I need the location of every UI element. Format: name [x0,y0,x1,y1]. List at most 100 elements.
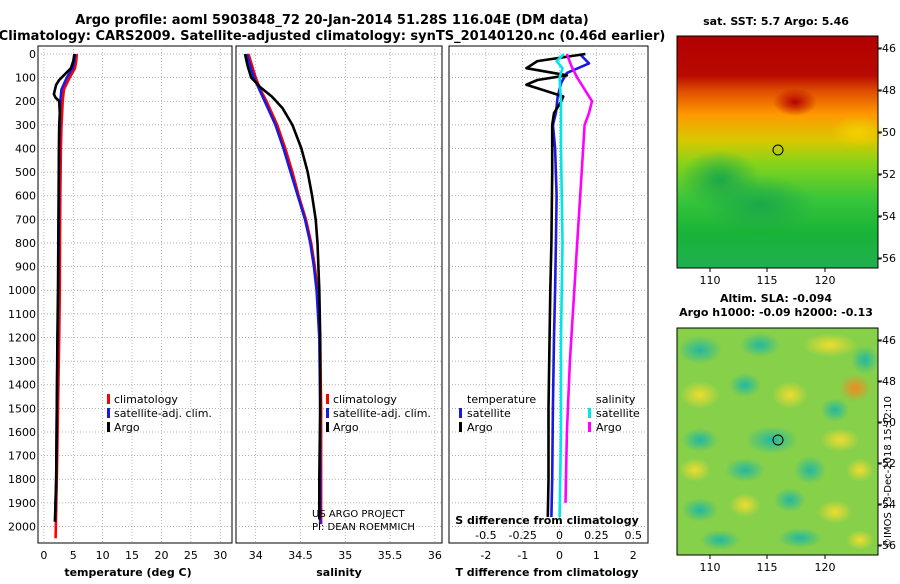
depth-tick-label: 2000 [8,520,36,533]
sla-anomaly-patch [678,336,722,364]
lat-tick-label: -50 [878,126,896,139]
depth-tick-label: 200 [15,95,36,108]
legend-t-satellite: satellite [467,407,511,420]
sla-map: -46 -48 -50 -52 -54 -56 110 115 120 [676,327,896,574]
series-line [247,53,323,525]
lon-tick-label: 115 [757,274,778,287]
sla-anomaly-patch [774,488,806,512]
series-line [245,53,322,525]
legend-argo: Argo [333,421,359,434]
sla-anomaly-patch [846,530,874,550]
temperature-panel: 0 5 10 15 20 25 30 temperature (deg C) [37,45,233,579]
sla-map-title-1: Altim. SLA: -0.094 [720,292,832,305]
sla-anomaly-patch [740,333,780,357]
sla-anomaly-patch [680,381,720,409]
temperature-xlabel: temperature (deg C) [64,566,191,579]
difference-legend: temperature satellite Argo salinity sate… [459,393,640,434]
sst-warm-eddy [773,88,817,116]
sla-anomaly-patch [846,458,874,482]
lat-tick-label: -50 [878,416,896,429]
sla-anomaly-patch [772,381,808,409]
depth-tick-label: 1300 [8,355,36,368]
salinity-xlabel: salinity [316,566,362,579]
legend-t-argo: Argo [467,421,493,434]
legend-satellite: satellite-adj. clim. [333,407,431,420]
x-tick-label: 0 [40,549,47,562]
x-tick-label: 5 [70,549,77,562]
sla-map-title-2: Argo h1000: -0.09 h2000: -0.13 [679,306,873,319]
legend-swatch-climatology [107,394,110,404]
series-line [555,53,565,518]
lat-tick-label: -48 [878,84,896,97]
credit: ©IMOS 13-Dec-2018 15:12:10 [883,396,894,548]
sla-anomaly-patch [821,398,849,422]
sla-anomaly-patch [725,458,765,482]
legend-s-argo: Argo [596,421,622,434]
legend-swatch-t-argo [459,422,462,432]
legend-climatology: climatology [114,393,178,406]
lon-tick-label: 120 [815,561,836,574]
legend-salinity-title: salinity [596,393,636,406]
depth-axis: 0 100 200 300 400 500 600 700 800 900 1000 1100 1200… [8,48,36,533]
x-tick-label-s: -0.5 [475,529,496,542]
salinity-panel-frame [235,45,443,544]
legend-swatch-satellite [107,408,110,418]
title-line-1: Argo profile: aoml 5903848_72 20-Jan-201… [75,13,588,28]
depth-tick-label: 100 [15,72,36,85]
sla-anomaly-patch [682,498,718,522]
x-tick-label: 15 [125,549,139,562]
x-tick-label-s: 0 [556,529,563,542]
depth-tick-label: 300 [15,119,36,132]
x-tick-label: 2 [630,549,637,562]
sst-warm-patch [830,116,886,148]
x-tick-label: 1 [593,549,600,562]
difference-xlabel-top: S difference from climatology [455,514,639,527]
legend-swatch-argo [107,422,110,432]
x-tick-label: 25 [184,549,198,562]
sla-anomaly-patch [794,456,826,484]
x-tick-label: 36 [428,549,442,562]
x-tick-label: -1 [517,549,528,562]
legend-swatch-s-argo [588,422,591,432]
lat-tick-label: -56 [878,539,896,552]
salinity-panel: 34 34.5 35 35.5 36 salinity US ARGO PROJECT … [235,45,443,579]
x-tick-label: 0 [556,549,563,562]
x-tick-label: 20 [154,549,168,562]
legend-swatch-satellite [326,408,329,418]
depth-tick-label: 1700 [8,450,36,463]
depth-tick-label: 1200 [8,331,36,344]
temperature-panel-frame [37,45,233,544]
lon-tick-label: 110 [700,274,721,287]
annotation-pi: PI: DEAN ROEMMICH [312,522,415,533]
legend-satellite: satellite-adj. clim. [114,407,212,420]
sla-anomaly-patch [802,333,858,357]
sla-argo-location-marker [772,434,784,446]
legend-argo: Argo [114,421,140,434]
legend-climatology: climatology [333,393,397,406]
legend-s-satellite: satellite [596,407,640,420]
difference-xlabel: T difference from climatology [455,566,638,579]
legend-swatch-argo [326,422,329,432]
legend-swatch-climatology [326,394,329,404]
sla-map-frame [676,327,879,556]
sla-anomaly-patch [839,374,871,402]
lon-tick-label: 120 [815,274,836,287]
depth-tick-label: 0 [29,48,36,61]
x-tick-label: 30 [213,549,227,562]
depth-tick-label: 400 [15,142,36,155]
x-tick-label-s: -0.25 [508,529,536,542]
depth-tick-label: 900 [15,261,36,274]
lon-tick-label: 110 [700,561,721,574]
x-tick-label: 10 [96,549,110,562]
lat-tick-label: -54 [878,210,896,223]
sla-anomaly-patch [851,346,879,374]
lat-tick-label: -52 [878,168,896,181]
x-tick-label-s: 0.25 [584,529,609,542]
difference-panel-frame [448,45,649,544]
series-line [243,53,322,520]
x-tick-label: 35.5 [378,549,403,562]
sst-map: -46 -48 -50 -52 -54 -56 110 115 120 [676,35,896,287]
title-line-2: Climatology: CARS2009. Satellite-adjuste… [0,29,665,44]
depth-tick-label: 1400 [8,379,36,392]
temperature-legend: climatology satellite-adj. clim. Argo [107,393,212,434]
